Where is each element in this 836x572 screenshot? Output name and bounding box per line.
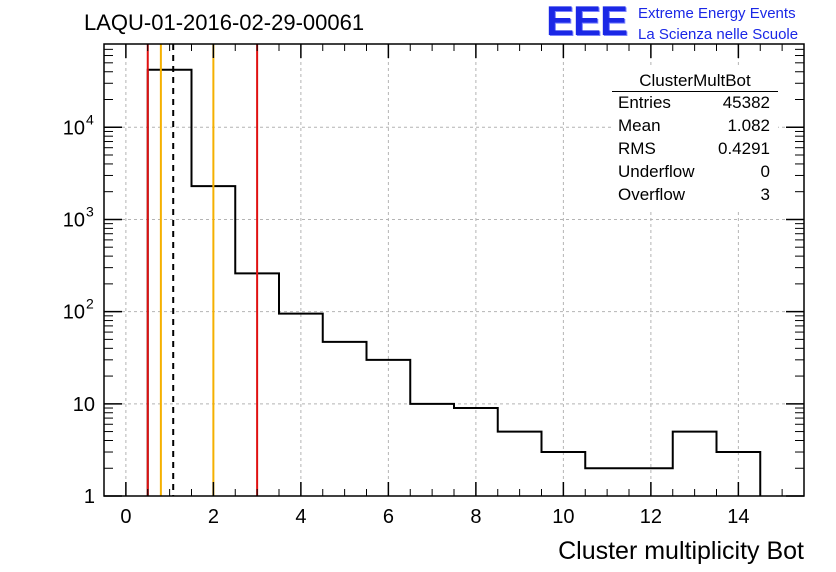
- y-tick-label: 10: [63, 117, 85, 139]
- x-tick-label: 14: [727, 506, 749, 528]
- y-tick-exponent: 2: [86, 296, 94, 312]
- y-tick-label: 10: [63, 209, 85, 231]
- x-tick-label: 2: [208, 506, 219, 528]
- y-tick-exponent: 4: [86, 111, 94, 127]
- x-tick-label: 0: [120, 506, 131, 528]
- logo-text-line-1: Extreme Energy Events: [638, 5, 796, 22]
- stats-key: Underflow: [618, 162, 695, 181]
- stats-box: ClusterMultBot Entries 45382 Mean 1.082 …: [612, 66, 778, 212]
- x-tick-label: 12: [640, 506, 662, 528]
- stats-value: 1.082: [727, 116, 770, 135]
- stats-key: Entries: [618, 93, 671, 112]
- x-tick-label: 8: [470, 506, 481, 528]
- stats-key: Mean: [618, 116, 661, 135]
- eee-logo: EEE Extreme Energy Events La Scienza nel…: [546, 0, 828, 46]
- stats-row-entries: Entries 45382: [618, 93, 770, 115]
- y-tick-label: 10: [63, 302, 85, 324]
- stats-value: 0.4291: [718, 139, 770, 158]
- stats-value: 0: [760, 162, 770, 181]
- x-tick-label: 10: [552, 506, 574, 528]
- logo-text-line-2: La Scienza nelle Scuole: [638, 26, 799, 43]
- logo-mark: EEE: [546, 0, 628, 44]
- stats-row-underflow: Underflow 0: [618, 162, 770, 184]
- stats-row-overflow: Overflow 3: [618, 185, 770, 207]
- stats-value: 45382: [722, 93, 770, 112]
- x-tick-label: 4: [295, 506, 306, 528]
- stats-divider: [612, 91, 778, 92]
- y-tick-exponent: 3: [86, 203, 94, 219]
- y-tick-label: 10: [73, 394, 95, 416]
- stats-key: Overflow: [618, 185, 686, 204]
- y-tick-label: 1: [84, 486, 95, 508]
- stats-title: ClusterMultBot: [639, 71, 751, 90]
- histogram-series: [146, 68, 762, 496]
- x-axis-title: Cluster multiplicity Bot: [558, 537, 804, 565]
- chart-title: LAQU-01-2016-02-29-00061: [84, 10, 365, 35]
- stats-value: 3: [760, 185, 770, 204]
- stats-key: RMS: [618, 139, 656, 158]
- stats-row-rms: RMS 0.4291: [618, 139, 770, 161]
- x-tick-label: 6: [383, 506, 394, 528]
- stats-row-mean: Mean 1.082: [618, 116, 770, 138]
